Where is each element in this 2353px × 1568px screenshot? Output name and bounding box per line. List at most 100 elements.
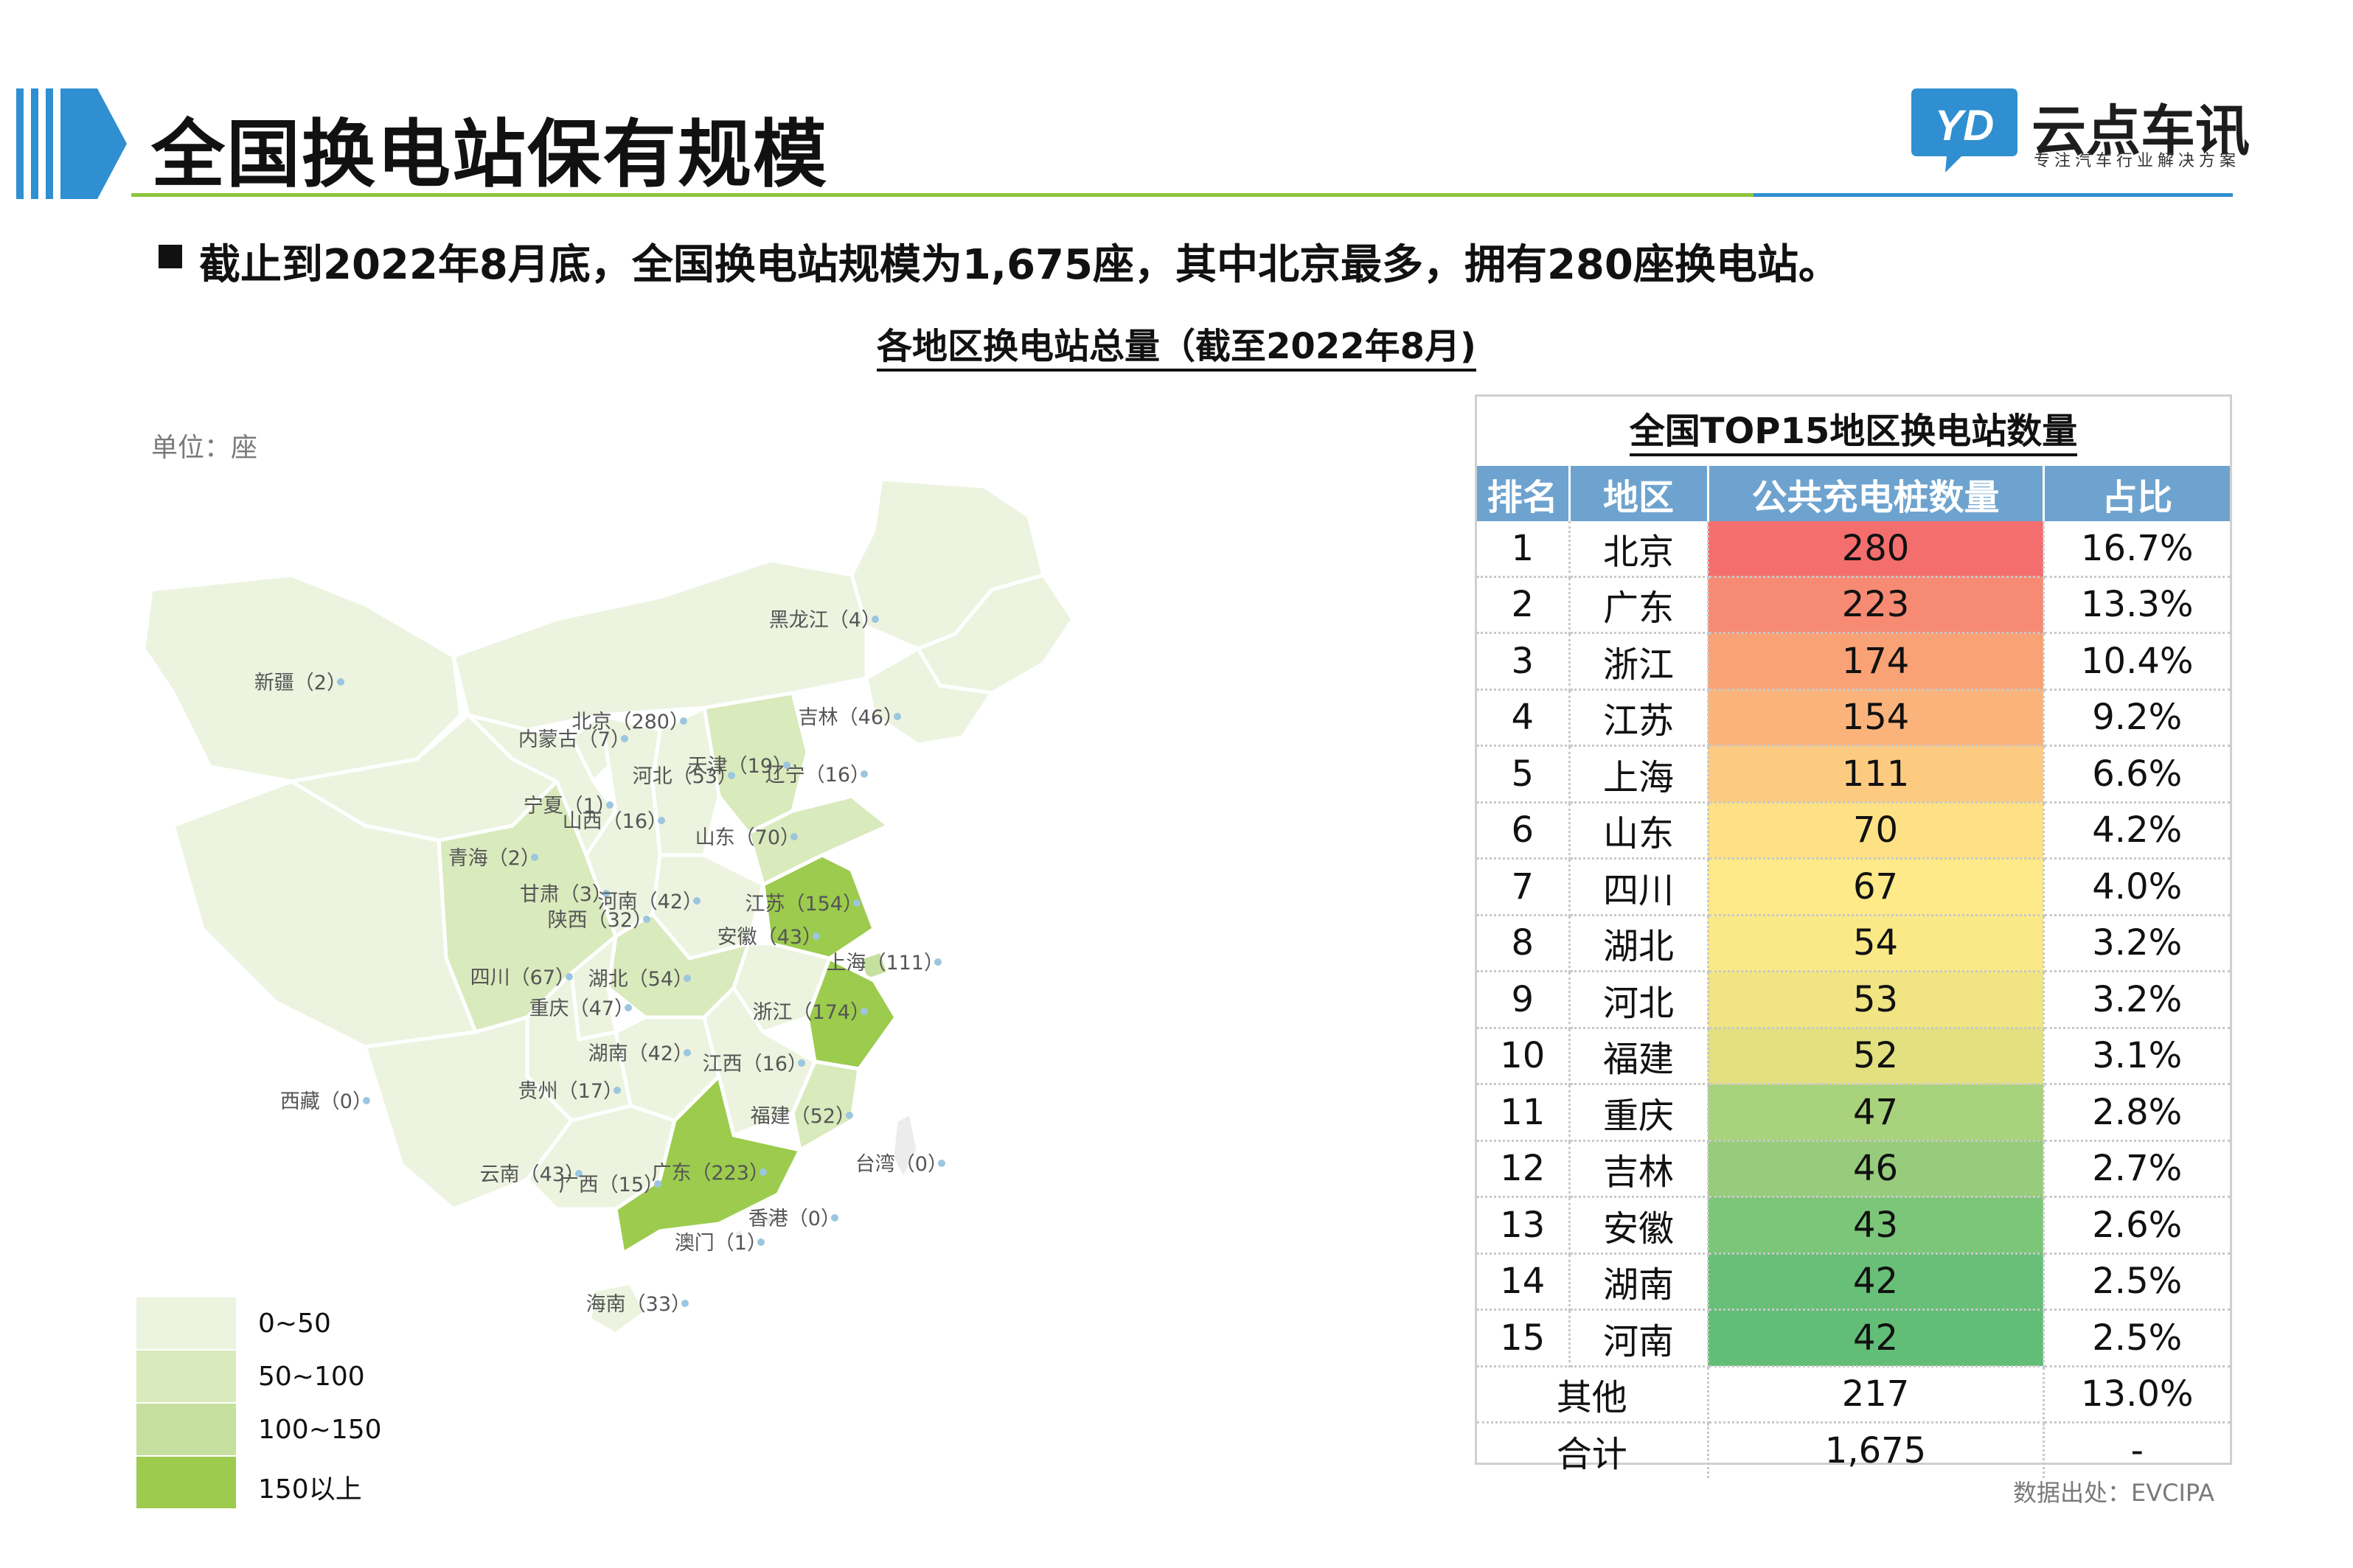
cell-share: 6.6% (2043, 745, 2230, 804)
table-row: 7 四川 67 4.0% (1477, 858, 2230, 916)
map-region-label: 香港（0） (748, 1208, 841, 1230)
cell-rank: 12 (1477, 1140, 1571, 1198)
cell-count: 223 (1708, 576, 2045, 634)
map-region-label: 安徽（43） (717, 926, 822, 949)
map-location-dot (693, 897, 701, 905)
cell-count: 46 (1708, 1140, 2045, 1198)
map-region-label: 福建（52） (751, 1105, 855, 1128)
map-region (857, 949, 891, 983)
map-location-dot (684, 975, 691, 982)
map-region-label: 内蒙古（7） (518, 728, 630, 751)
table-title: 全国TOP15地区换电站数量 (1477, 397, 2230, 466)
legend-swatch (136, 1297, 236, 1349)
map-location-dot (853, 899, 861, 907)
table-row: 2 广东 223 13.3% (1477, 576, 2230, 634)
cell-region: 北京 (1569, 521, 1709, 578)
cell-rank: 1 (1477, 521, 1571, 578)
cell-share: 3.2% (2043, 971, 2230, 1029)
map-region (864, 647, 994, 747)
cell-share: 13.0% (2043, 1366, 2230, 1424)
cell-rank: 4 (1477, 689, 1571, 747)
top15-table: 排名 地区 公共充电桩数量 占比 1 北京 280 16.7% 2 广东 223 13.3% 3… (1477, 466, 2230, 1478)
cell-count: 42 (1708, 1309, 2045, 1367)
table-body: 1 北京 280 16.7% 2 广东 223 13.3% 3 浙江 174 10.4% 4 江苏 154 9… (1477, 521, 2230, 1478)
map-location-dot (861, 1008, 868, 1015)
china-map: 黑龙江（4） 吉林（46） 辽宁（16） 新疆（2） 内蒙古（7）北京（280） 天津（1… (144, 477, 1075, 1337)
map-region-label: 贵州（17） (518, 1080, 623, 1103)
cell-share: 3.2% (2043, 915, 2230, 972)
map-location-dot (614, 1087, 621, 1094)
table-row: 6 山东 70 4.2% (1477, 802, 2230, 860)
map-location-dot (654, 1180, 661, 1188)
cell-region: 吉林 (1569, 1140, 1709, 1198)
map-region-label: 江西（16） (703, 1053, 807, 1076)
col-header-count: 公共充电桩数量 (1708, 466, 2045, 521)
table-header-row: 排名 地区 公共充电桩数量 占比 (1477, 466, 2230, 521)
table-row: 14 湖南 42 2.5% (1477, 1253, 2230, 1311)
legend-label: 150以上 (258, 1474, 362, 1505)
cell-rank: 7 (1477, 858, 1571, 916)
cell-share: 2.5% (2043, 1309, 2230, 1367)
map-region-label: 西藏（0） (280, 1090, 372, 1113)
map-region-label: 海南（33） (586, 1293, 691, 1316)
map-region-label: 湖南（42） (588, 1042, 693, 1065)
cell-share: 13.3% (2043, 576, 2230, 634)
map-region (451, 558, 869, 732)
cell-rank: 15 (1477, 1309, 1571, 1367)
cell-count: 47 (1708, 1084, 2045, 1142)
map-region (790, 1059, 861, 1152)
col-header-share: 占比 (2043, 466, 2230, 521)
summary-text: 截止到2022年8月底，全国换电站规模为1,675座，其中北京最多，拥有280座… (199, 241, 1840, 289)
map-region-label: 江苏（154） (745, 893, 863, 916)
cell-rank: 6 (1477, 802, 1571, 860)
map-location-dot (813, 933, 820, 940)
map-location-dot (566, 973, 573, 980)
cell-count: 111 (1708, 745, 2045, 804)
table-title-text: 全国TOP15地区换电站数量 (1629, 411, 2078, 456)
cell-share: 16.7% (2043, 521, 2230, 578)
table-row: 13 安徽 43 2.6% (1477, 1196, 2230, 1255)
cell-count: 174 (1708, 633, 2045, 691)
cell-region: 上海 (1569, 745, 1709, 804)
map-location-dot (643, 916, 650, 923)
map-location-dot (894, 713, 901, 720)
cell-region: 河北 (1569, 971, 1709, 1029)
cell-label: 合计 (1477, 1422, 1709, 1478)
table-row-other: 其他 217 13.0% (1477, 1366, 2230, 1424)
cell-share: 3.1% (2043, 1028, 2230, 1085)
map-location-dot (861, 770, 868, 778)
cell-region: 山东 (1569, 802, 1709, 860)
map-region (761, 1210, 782, 1229)
legend-item: 150以上 (136, 1457, 549, 1510)
map-location-dot (872, 616, 879, 623)
cell-share: 4.0% (2043, 858, 2230, 916)
cell-rank: 11 (1477, 1084, 1571, 1142)
map-region-label: 湖北（54） (588, 968, 693, 991)
cell-count: 1,675 (1708, 1422, 2045, 1478)
cell-count: 217 (1708, 1366, 2045, 1424)
cell-rank: 5 (1477, 745, 1571, 804)
map-region (171, 779, 478, 1049)
map-location-dot (846, 1112, 853, 1119)
cell-share: 4.2% (2043, 802, 2230, 860)
map-region-label: 浙江（174） (752, 1001, 870, 1024)
map-region-label: 山西（16） (563, 810, 667, 833)
chart-title: 各地区换电站总量（截至2022年8月) (0, 317, 2353, 372)
map-region-label: 吉林（46） (799, 706, 903, 729)
cell-rank: 13 (1477, 1196, 1571, 1255)
chart-title-text: 各地区换电站总量（截至2022年8月) (877, 326, 1476, 372)
cell-count: 67 (1708, 858, 2045, 916)
table-row: 9 河北 53 3.2% (1477, 971, 2230, 1029)
title-underline (131, 193, 1754, 197)
map-location-dot (783, 762, 790, 769)
cell-region: 湖北 (1569, 915, 1709, 972)
cell-rank: 8 (1477, 915, 1571, 972)
map-location-dot (831, 1214, 838, 1222)
logo-mark: YD (1911, 88, 2017, 173)
cell-rank: 3 (1477, 633, 1571, 691)
legend-swatch (136, 1351, 236, 1402)
map-region-label: 广东（223） (651, 1162, 769, 1185)
map-location-dot (680, 717, 687, 725)
cell-region: 安徽 (1569, 1196, 1709, 1255)
table-row: 10 福建 52 3.1% (1477, 1028, 2230, 1085)
